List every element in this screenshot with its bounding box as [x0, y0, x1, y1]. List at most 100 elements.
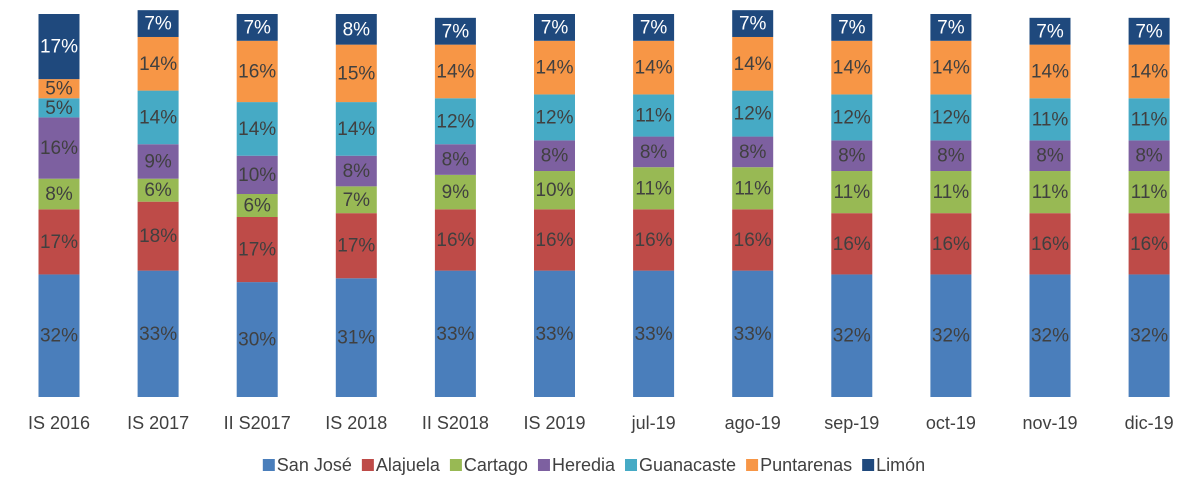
data-label: 14% [635, 58, 673, 79]
bar-segment [831, 94, 873, 141]
data-label: 5% [45, 98, 73, 119]
data-label: 8% [937, 146, 965, 167]
bar-segment [38, 178, 80, 210]
bar-segment [1029, 140, 1071, 172]
bar-segment [236, 282, 278, 397]
data-label: 7% [739, 14, 767, 35]
bar-segment [1128, 44, 1170, 99]
data-label: 7% [937, 17, 965, 38]
data-label: 16% [535, 230, 573, 251]
data-label: 16% [40, 138, 78, 159]
data-label: 14% [1031, 61, 1069, 82]
data-label: 6% [144, 180, 172, 201]
legend-swatch [862, 459, 875, 471]
data-label: 14% [436, 61, 474, 82]
bar-segment [633, 94, 675, 137]
data-label: 11% [1131, 182, 1168, 203]
bar-segment [534, 140, 575, 172]
bar-segment [137, 36, 179, 91]
bar-segment [1128, 171, 1170, 214]
bar-segment [1128, 140, 1170, 172]
bar-segment [831, 140, 873, 172]
data-label: 17% [40, 37, 78, 58]
legend-label: Alajuela [376, 455, 441, 475]
bar-segment [930, 14, 972, 41]
bar-segment [335, 14, 377, 45]
bar-segment [534, 270, 575, 397]
bar-segment [434, 174, 476, 210]
data-label: 7% [1036, 21, 1064, 42]
data-label: 8% [1036, 146, 1064, 167]
data-label: 30% [238, 330, 276, 351]
bar-segment [831, 171, 873, 214]
data-label: 16% [1130, 234, 1168, 255]
bar-segment [38, 209, 80, 275]
legend-swatch [625, 459, 638, 471]
bar-segment [335, 155, 377, 187]
data-label: 14% [833, 58, 871, 79]
legend-swatch [537, 459, 550, 471]
data-label: 10% [535, 180, 573, 201]
bar-segment [930, 40, 972, 95]
legend-swatch [449, 459, 462, 471]
bar-segment [831, 213, 873, 275]
data-label: 16% [238, 61, 276, 82]
bar-segment [137, 178, 179, 202]
legend-label: San José [277, 455, 352, 475]
data-label: 14% [337, 119, 375, 140]
bar-segment [633, 14, 675, 41]
data-label: 16% [1031, 234, 1069, 255]
bar-segment [534, 209, 575, 271]
bar-segment [732, 10, 774, 37]
bar-segment [335, 186, 377, 214]
bar-segment [633, 209, 675, 271]
bar-segment [434, 98, 476, 145]
bar-segment [38, 98, 80, 118]
bar-segment [335, 213, 377, 279]
data-label: 33% [139, 324, 177, 345]
data-label: 7% [442, 21, 470, 42]
bar-segment [236, 14, 278, 41]
bar-segment [137, 201, 179, 271]
data-label: 12% [436, 111, 474, 132]
data-label: 33% [734, 324, 772, 345]
data-label: 11% [1131, 109, 1168, 130]
data-label: 10% [238, 165, 276, 186]
bar-segment [434, 44, 476, 99]
bar-segment [732, 209, 774, 271]
data-label: 32% [40, 326, 78, 347]
data-label: 11% [635, 106, 672, 127]
x-tick-label: II S2018 [422, 413, 489, 433]
data-label: 6% [243, 196, 271, 217]
bar-segment [732, 270, 774, 397]
x-tick-label: IS 2017 [127, 413, 189, 433]
data-label: 31% [337, 328, 375, 349]
data-label: 7% [243, 17, 271, 38]
bar-segment [732, 167, 774, 210]
bar-segment [1128, 17, 1170, 45]
data-label: 12% [932, 107, 970, 128]
data-label: 11% [734, 178, 771, 199]
data-label: 11% [635, 178, 672, 199]
data-label: 14% [734, 54, 772, 75]
data-label: 7% [144, 14, 172, 35]
bar-segment [335, 102, 377, 156]
data-label: 16% [436, 230, 474, 251]
data-label: 32% [1031, 326, 1069, 347]
bar-segment [831, 40, 873, 95]
legend-swatch [262, 459, 275, 471]
data-label: 32% [1130, 326, 1168, 347]
bar-segment [930, 213, 972, 275]
data-label: 7% [838, 17, 866, 38]
legend-label: Limón [876, 455, 925, 475]
bar-segment [633, 136, 675, 168]
bar-segment [434, 17, 476, 45]
bar-segment [38, 274, 80, 397]
legend-label: Heredia [552, 455, 616, 475]
data-label: 8% [739, 142, 767, 163]
bar-segment [633, 167, 675, 210]
data-label: 32% [932, 326, 970, 347]
bar-segment [1029, 171, 1071, 214]
x-tick-label: dic-19 [1125, 413, 1174, 433]
data-label: 15% [337, 63, 375, 84]
